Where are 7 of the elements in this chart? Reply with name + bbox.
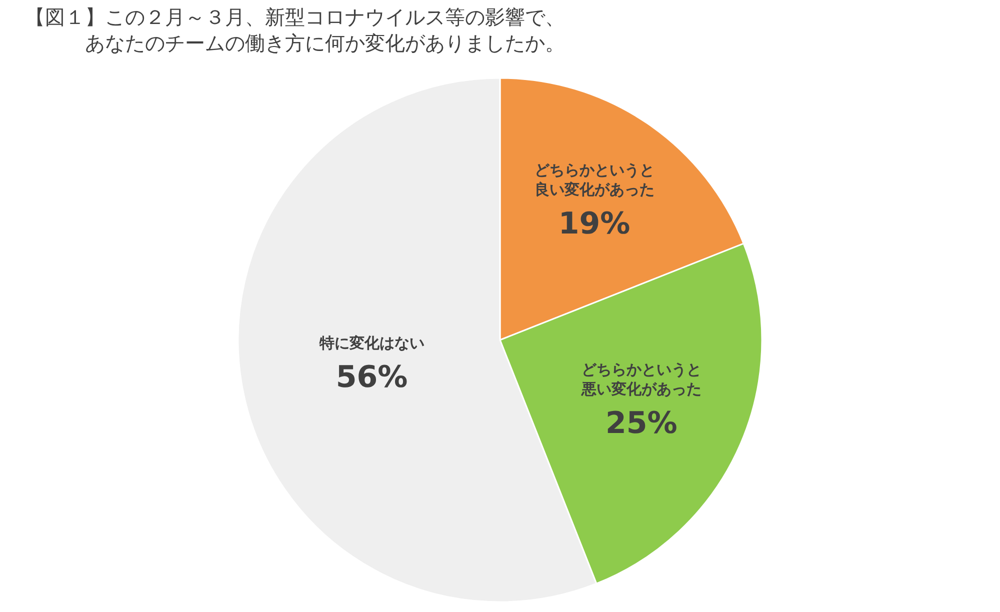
- data-label: 56%: [336, 360, 408, 396]
- slice-label: どちらかというと良い変化があった: [534, 161, 654, 199]
- slice-label: 特に変化はない: [318, 334, 424, 352]
- chart-title: 【図１】この２月～３月、新型コロナウイルス等の影響で、あなたのチームの働き方に何か変化がありましたか。: [25, 5, 565, 55]
- slice-label: どちらかというと悪い変化があった: [580, 360, 702, 398]
- data-label: 25%: [605, 406, 678, 442]
- data-label: 19%: [558, 206, 630, 242]
